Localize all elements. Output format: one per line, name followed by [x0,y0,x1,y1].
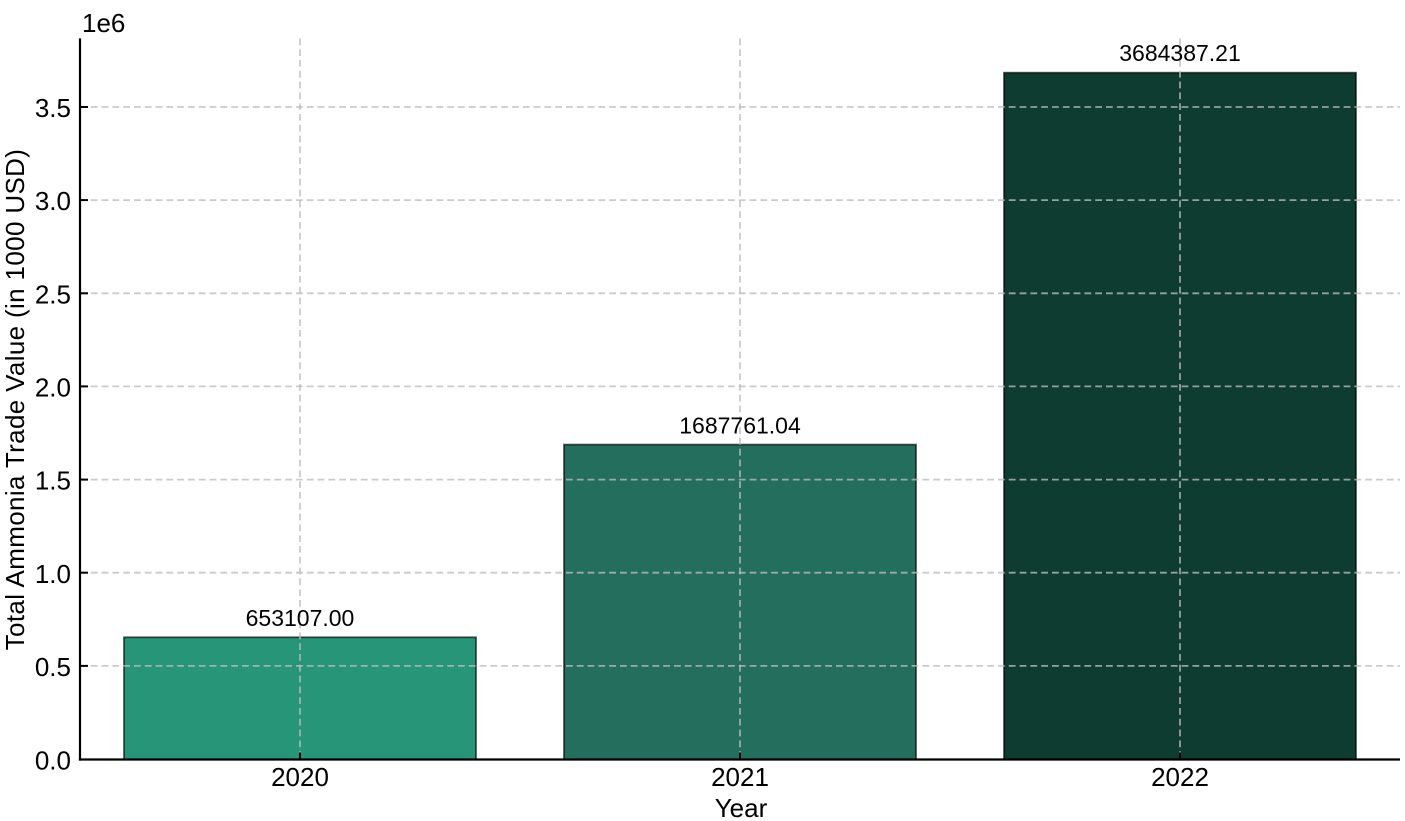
svg-text:2022: 2022 [1151,762,1209,792]
svg-text:3.5: 3.5 [35,93,71,123]
svg-text:3684387.21: 3684387.21 [1119,40,1241,66]
svg-text:653107.00: 653107.00 [246,605,355,631]
svg-text:1687761.04: 1687761.04 [679,412,801,438]
svg-text:0.0: 0.0 [35,746,71,776]
svg-text:0.5: 0.5 [35,652,71,682]
svg-text:2.0: 2.0 [35,373,71,403]
svg-text:3.0: 3.0 [35,186,71,216]
svg-text:Year: Year [715,793,768,821]
svg-text:2.5: 2.5 [35,279,71,309]
svg-text:1e6: 1e6 [82,8,125,38]
svg-text:1.0: 1.0 [35,559,71,589]
svg-text:2021: 2021 [711,762,769,792]
svg-text:1.5: 1.5 [35,466,71,496]
svg-text:2020: 2020 [271,762,329,792]
svg-text:Total Ammonia Trade Value (in: Total Ammonia Trade Value (in 1000 USD) [0,149,30,651]
